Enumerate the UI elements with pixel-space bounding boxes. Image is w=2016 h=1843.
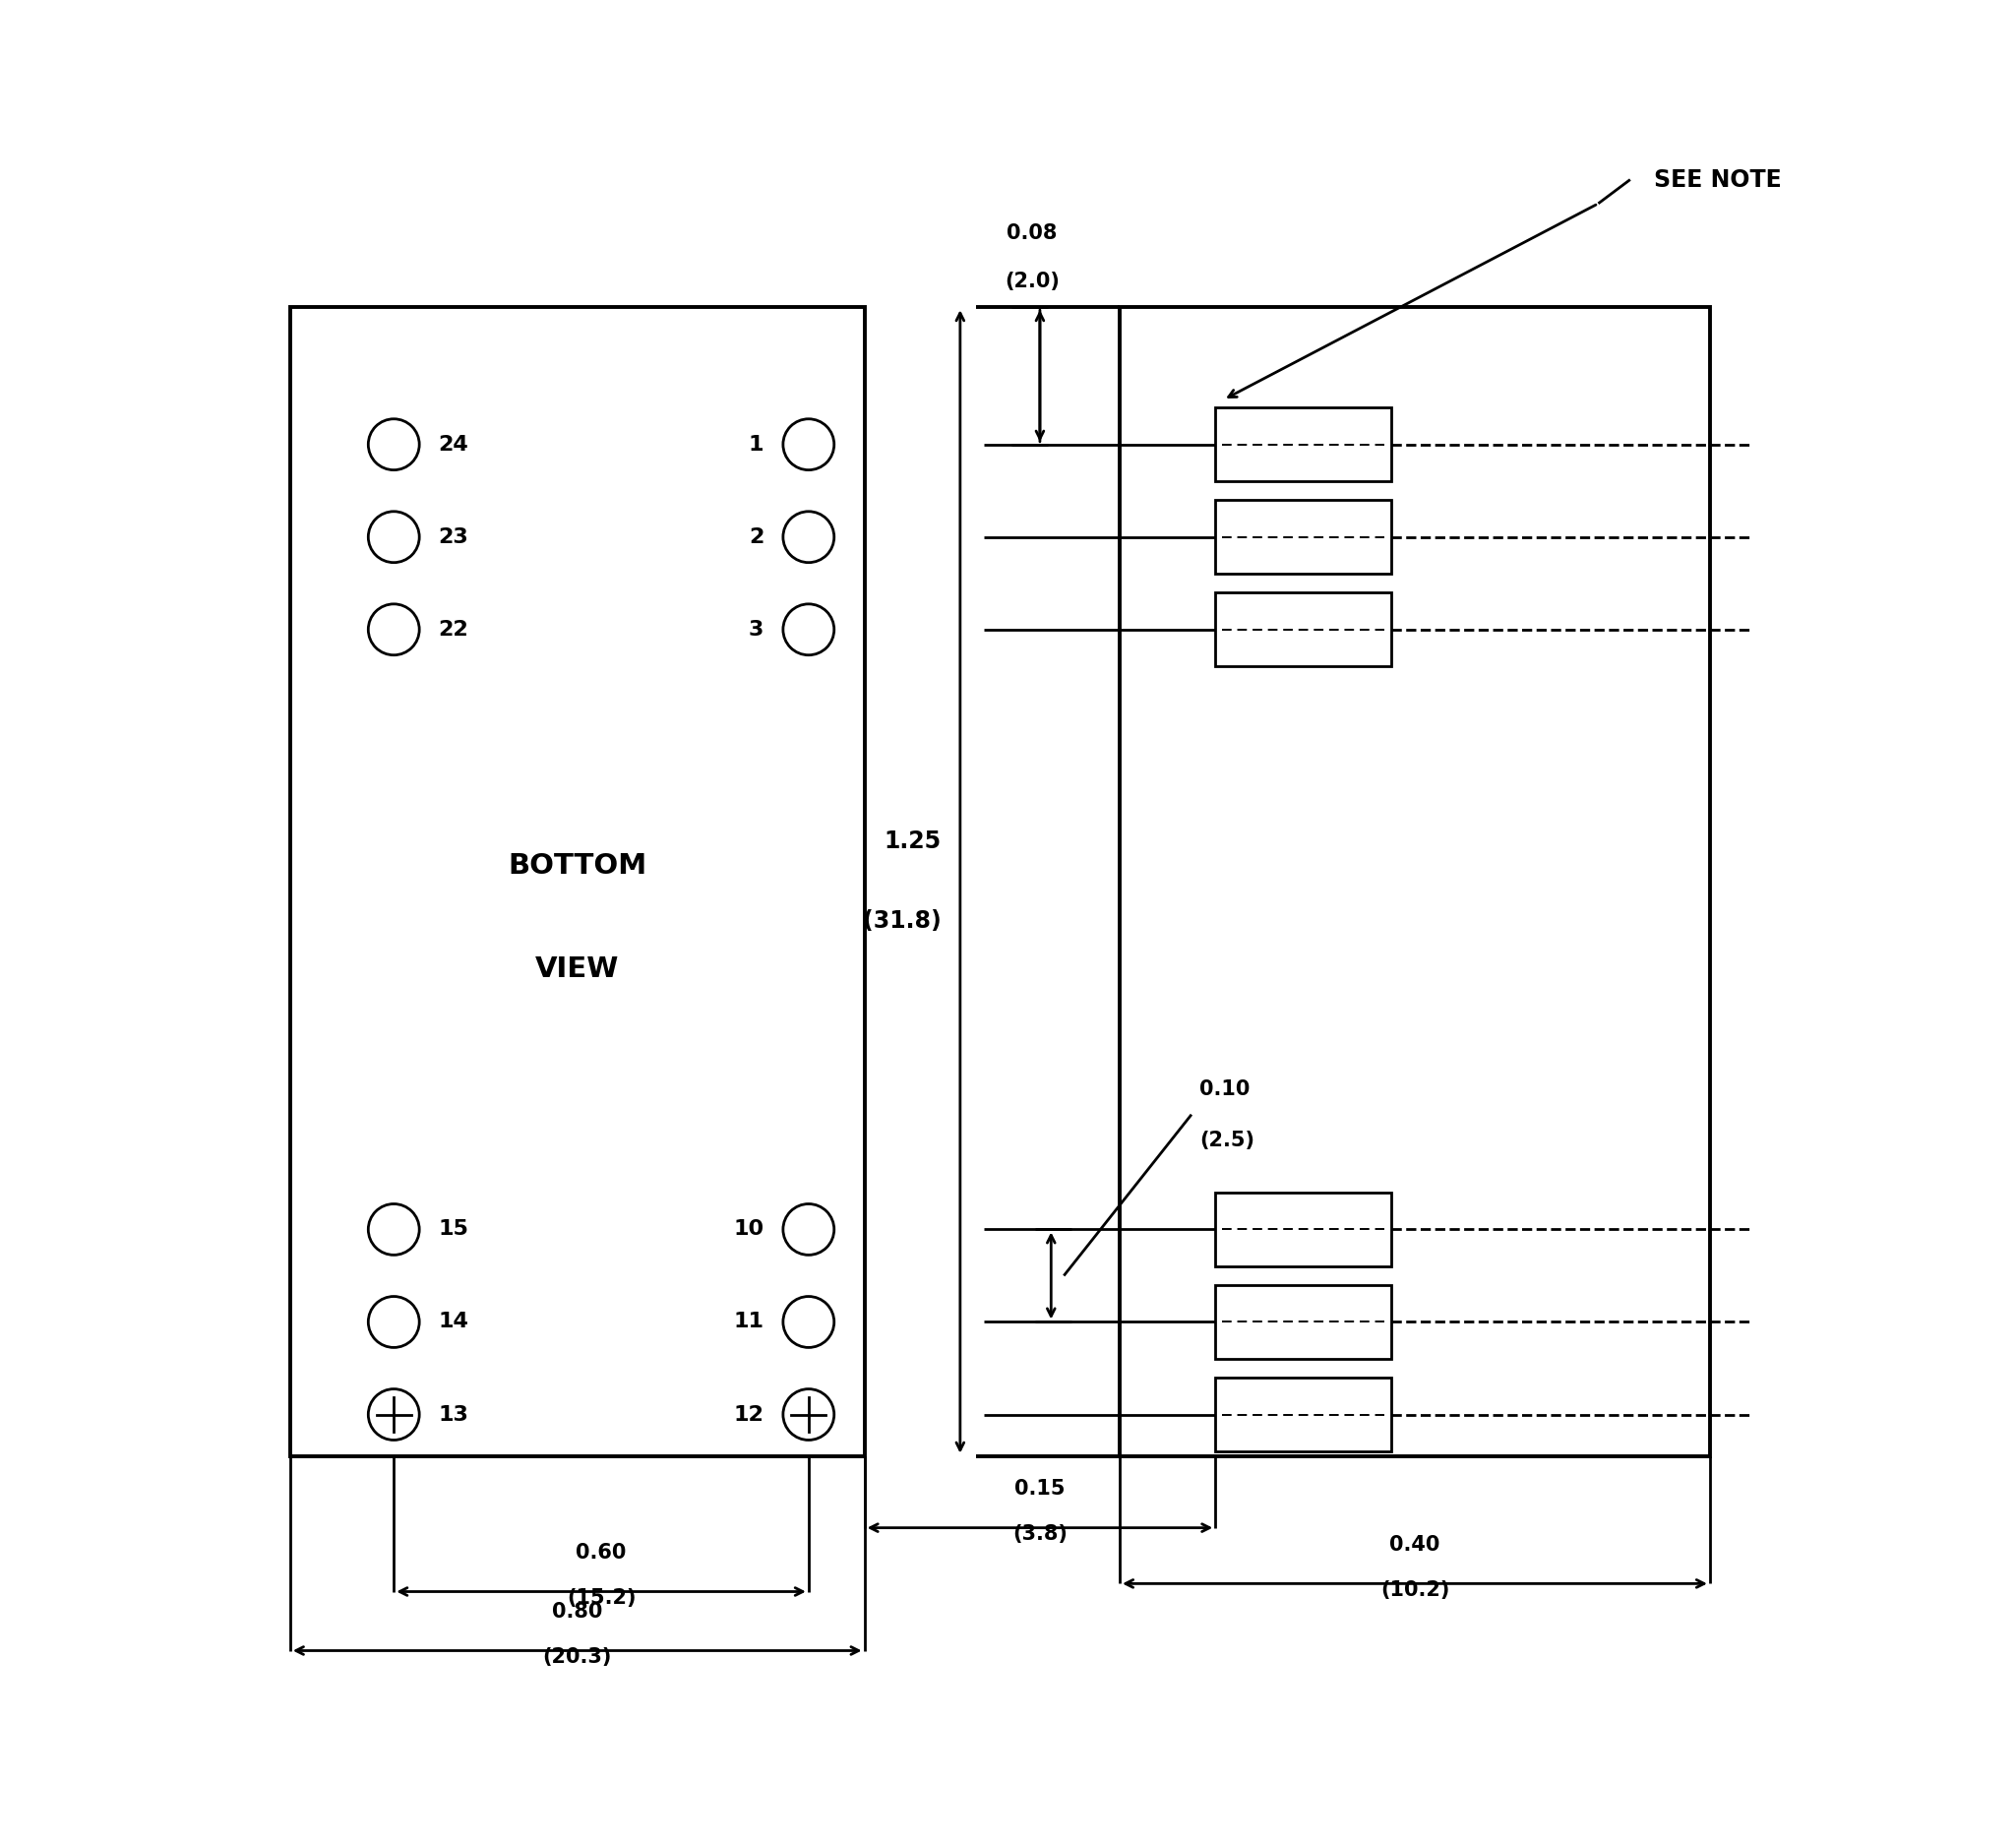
Text: 24: 24 <box>437 435 470 453</box>
Text: 0.15: 0.15 <box>1014 1480 1064 1498</box>
Bar <box>1119 308 1710 1456</box>
Circle shape <box>782 418 835 470</box>
Circle shape <box>369 1296 419 1347</box>
Text: 10: 10 <box>734 1220 764 1238</box>
Text: 13: 13 <box>437 1404 470 1425</box>
Text: 22: 22 <box>437 619 470 640</box>
Text: 0.40: 0.40 <box>1389 1535 1439 1555</box>
Circle shape <box>782 1203 835 1255</box>
Circle shape <box>369 512 419 562</box>
Circle shape <box>782 605 835 654</box>
Circle shape <box>782 1296 835 1347</box>
Text: (3.8): (3.8) <box>1012 1524 1066 1544</box>
Text: 12: 12 <box>734 1404 764 1425</box>
Bar <box>290 308 865 1456</box>
Text: (10.2): (10.2) <box>1381 1579 1450 1600</box>
Text: 11: 11 <box>734 1312 764 1332</box>
Circle shape <box>782 512 835 562</box>
Circle shape <box>369 418 419 470</box>
Text: (15.2): (15.2) <box>566 1589 635 1607</box>
Bar <box>1216 499 1391 573</box>
Bar <box>1216 407 1391 481</box>
Text: 3: 3 <box>748 619 764 640</box>
Text: 2: 2 <box>748 527 764 547</box>
Bar <box>1216 1379 1391 1450</box>
Circle shape <box>782 1390 835 1439</box>
Text: 0.10: 0.10 <box>1200 1080 1250 1098</box>
Text: BOTTOM: BOTTOM <box>508 851 647 879</box>
Circle shape <box>369 1203 419 1255</box>
Text: 0.08: 0.08 <box>1006 223 1056 243</box>
Text: VIEW: VIEW <box>536 955 619 982</box>
Text: (31.8): (31.8) <box>863 910 941 933</box>
Circle shape <box>369 1390 419 1439</box>
Bar <box>1216 593 1391 665</box>
Text: 1.25: 1.25 <box>883 829 941 853</box>
Text: 15: 15 <box>437 1220 470 1238</box>
Text: (2.0): (2.0) <box>1004 271 1060 291</box>
Bar <box>1216 1285 1391 1358</box>
Text: 0.80: 0.80 <box>552 1602 603 1622</box>
Text: (20.3): (20.3) <box>542 1648 613 1666</box>
Text: 1: 1 <box>748 435 764 453</box>
Text: SEE NOTE: SEE NOTE <box>1653 168 1782 192</box>
Text: 23: 23 <box>437 527 470 547</box>
Bar <box>1216 1192 1391 1266</box>
Text: 0.60: 0.60 <box>577 1543 627 1563</box>
Text: (2.5): (2.5) <box>1200 1130 1254 1150</box>
Circle shape <box>369 605 419 654</box>
Text: 14: 14 <box>437 1312 470 1332</box>
